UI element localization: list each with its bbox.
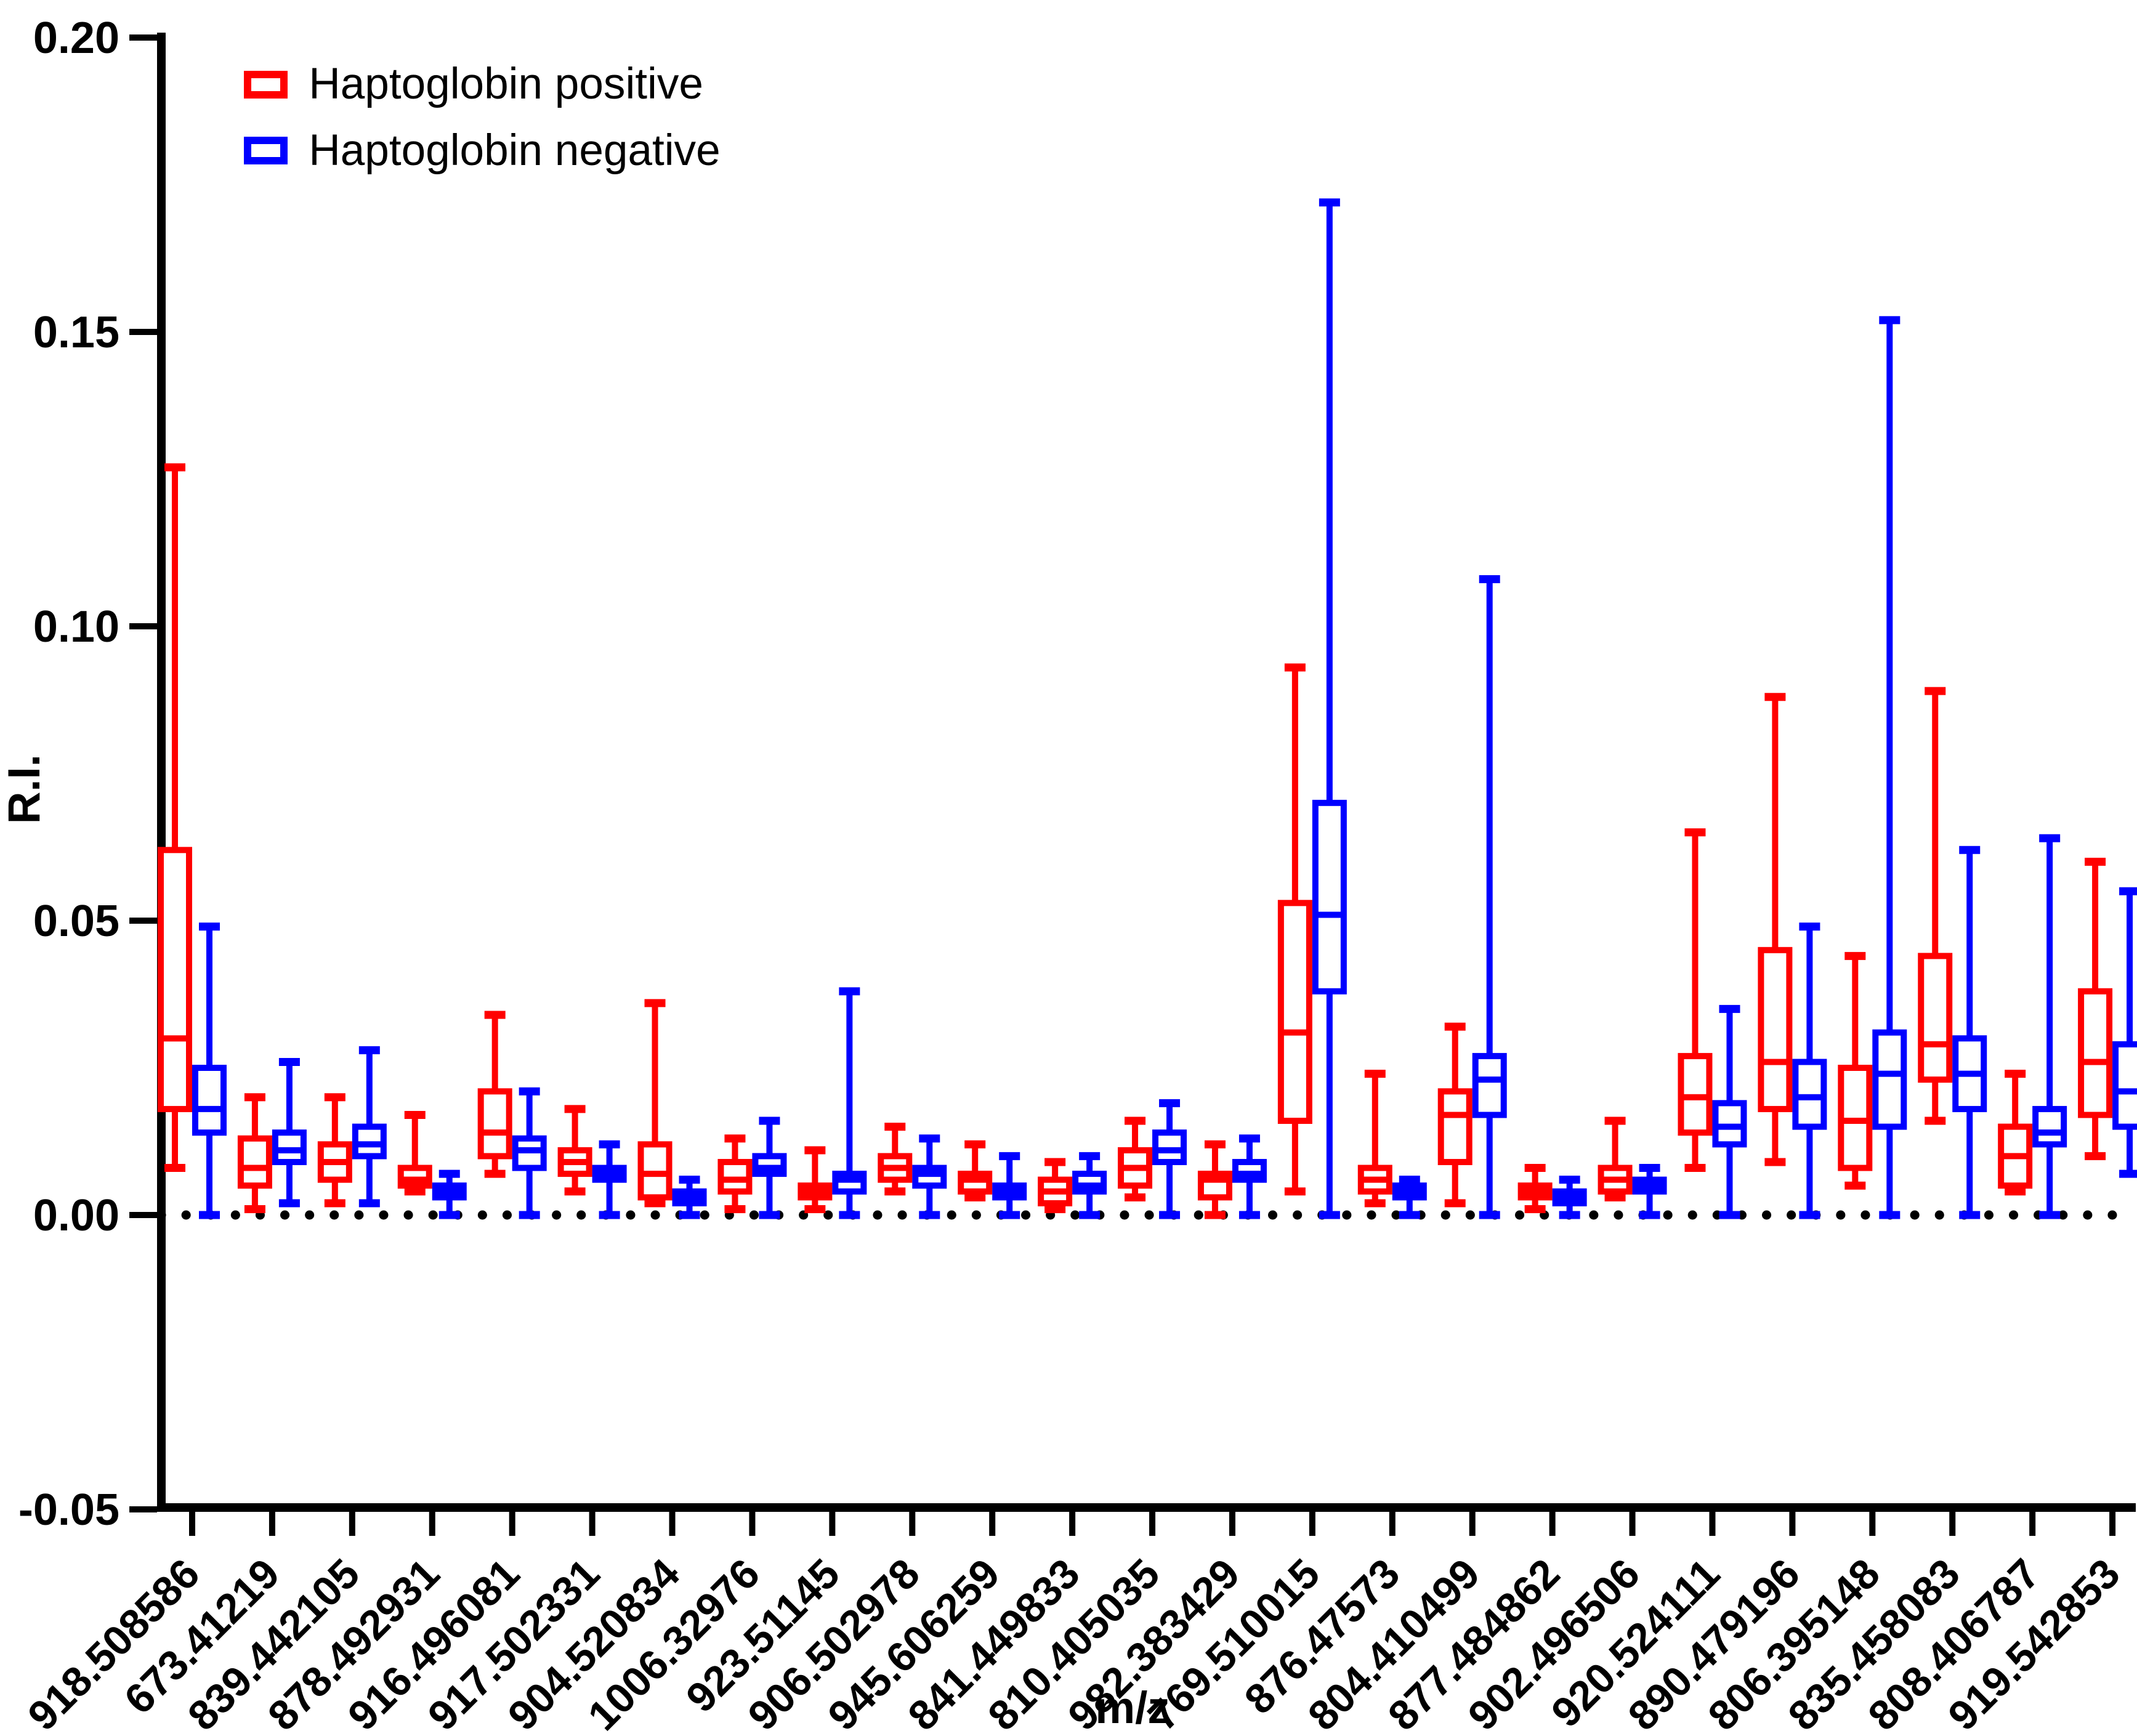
svg-text:0.20: 0.20 [33,14,119,63]
svg-text:0.05: 0.05 [33,897,119,946]
legend-item-positive: Haptoglobin positive [243,60,721,109]
svg-text:0.00: 0.00 [33,1191,119,1240]
svg-text:-0.05: -0.05 [18,1485,119,1535]
y-axis-title: R.I. [0,754,49,825]
x-axis-title: m/z [1095,1682,1170,1733]
legend-label-positive: Haptoglobin positive [309,60,703,109]
legend: Haptoglobin positive Haptoglobin negativ… [243,60,721,176]
positive-swatch-icon [243,70,288,99]
legend-item-negative: Haptoglobin negative [243,126,721,176]
negative-swatch-icon [243,137,288,165]
legend-label-negative: Haptoglobin negative [309,126,721,176]
svg-text:0.10: 0.10 [33,602,119,652]
svg-text:0.15: 0.15 [33,308,119,357]
